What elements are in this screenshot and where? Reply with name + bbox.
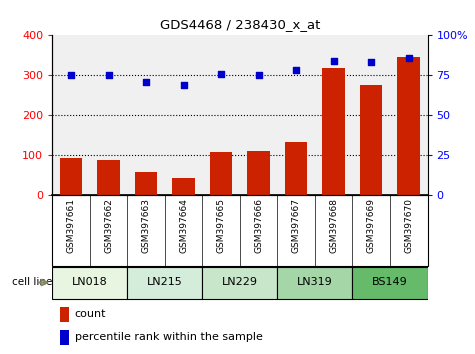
Bar bbox=[60, 307, 69, 321]
Text: GSM397670: GSM397670 bbox=[404, 198, 413, 253]
Point bbox=[330, 58, 337, 64]
Text: GSM397665: GSM397665 bbox=[217, 198, 226, 253]
Bar bbox=[97, 160, 120, 195]
Text: cell line: cell line bbox=[12, 278, 52, 287]
Bar bbox=[285, 142, 307, 195]
Point bbox=[142, 79, 150, 84]
Bar bbox=[60, 158, 82, 195]
Point bbox=[292, 68, 300, 73]
Bar bbox=[210, 153, 232, 195]
Point bbox=[368, 59, 375, 65]
Bar bbox=[277, 267, 352, 299]
Bar bbox=[323, 68, 345, 195]
Text: GSM397668: GSM397668 bbox=[329, 198, 338, 253]
Text: LN229: LN229 bbox=[222, 278, 258, 287]
Text: count: count bbox=[75, 309, 106, 319]
Bar bbox=[360, 85, 382, 195]
Text: GSM397662: GSM397662 bbox=[104, 198, 113, 253]
Bar bbox=[398, 57, 420, 195]
Bar bbox=[52, 267, 127, 299]
Text: LN215: LN215 bbox=[147, 278, 183, 287]
Bar bbox=[352, 267, 428, 299]
Bar bbox=[60, 330, 69, 345]
Text: GSM397669: GSM397669 bbox=[367, 198, 376, 253]
Point bbox=[180, 82, 187, 87]
Text: LN319: LN319 bbox=[297, 278, 333, 287]
Point bbox=[255, 72, 262, 78]
Text: BS149: BS149 bbox=[372, 278, 408, 287]
Text: LN018: LN018 bbox=[72, 278, 108, 287]
Bar bbox=[135, 172, 157, 195]
Text: GSM397667: GSM397667 bbox=[292, 198, 301, 253]
Bar bbox=[127, 267, 202, 299]
Point bbox=[67, 72, 75, 78]
Title: GDS4468 / 238430_x_at: GDS4468 / 238430_x_at bbox=[160, 18, 320, 32]
Bar bbox=[247, 151, 270, 195]
Text: GSM397666: GSM397666 bbox=[254, 198, 263, 253]
Bar bbox=[202, 267, 277, 299]
Text: GSM397661: GSM397661 bbox=[66, 198, 76, 253]
Text: percentile rank within the sample: percentile rank within the sample bbox=[75, 332, 263, 342]
Text: GSM397663: GSM397663 bbox=[142, 198, 151, 253]
Point bbox=[104, 72, 112, 78]
Point bbox=[405, 55, 412, 61]
Point bbox=[218, 71, 225, 76]
Bar bbox=[172, 178, 195, 195]
Text: GSM397664: GSM397664 bbox=[179, 198, 188, 253]
